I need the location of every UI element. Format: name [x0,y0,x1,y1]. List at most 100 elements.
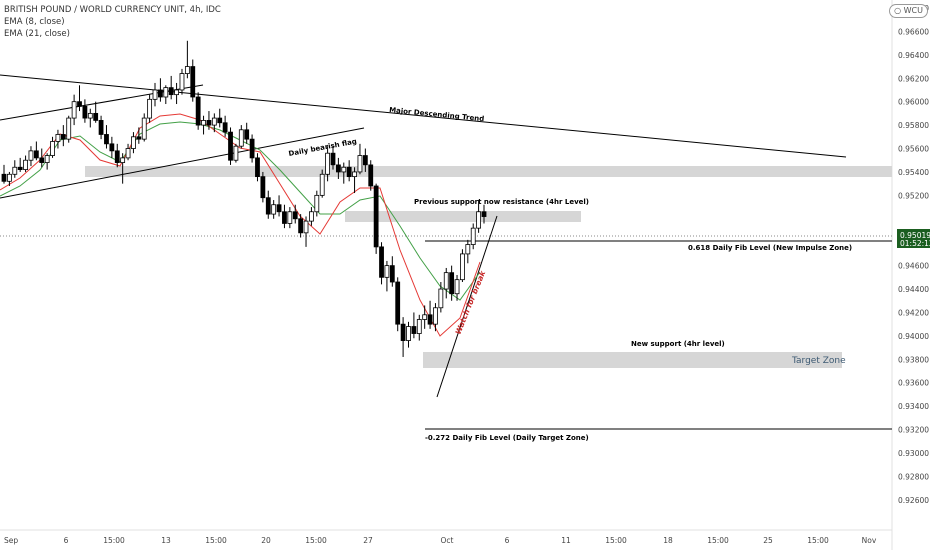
price-tick-label: 0.92600 [898,496,929,505]
ema-fast-legend: EMA (8, close) [4,17,65,27]
current-price-value: 0.95019 [900,231,931,240]
price-tick-label: 0.92800 [898,472,929,481]
candle [319,169,325,198]
candle-body [395,281,401,325]
candle [104,125,109,149]
candle [470,223,476,250]
candle-body [400,323,406,341]
previous-support-zone [345,211,581,222]
time-tick-label: 15:00 [605,536,627,545]
candle-body [335,164,341,173]
candle [438,282,444,313]
candle [249,134,255,163]
candle-body [211,117,217,126]
candle-body [443,272,449,290]
candle [476,200,482,233]
candle-body [104,134,109,145]
candle [400,317,406,357]
candle-body [362,155,368,166]
candle [109,136,115,158]
candle [158,78,163,102]
candle-series [1,40,487,357]
candle [427,300,433,329]
candle [217,108,223,128]
candle [184,40,190,79]
time-tick-label: 25 [763,536,773,545]
time-tick-label: 15:00 [305,536,327,545]
current-price-tag [897,229,930,248]
candle-body [50,141,55,156]
candle [362,148,368,172]
candle-body [352,171,357,178]
price-tick-label: 0.96200 [898,74,929,83]
candle-body [373,185,379,248]
candle [265,190,271,219]
candle [325,146,330,182]
candle [406,321,411,348]
candle [303,216,309,247]
price-axis[interactable]: 0.968000.966000.964000.962000.960000.958… [898,4,929,505]
flag-lower-line [0,127,365,199]
candle-body [190,66,196,98]
candle-body [255,157,260,178]
candle [379,242,384,285]
candle [335,157,341,179]
prev-support-label: Previous support now resistance (4hr Lev… [414,198,589,206]
candle [411,312,417,339]
candle-body [201,120,206,126]
candle [244,122,250,144]
candle-body [82,105,88,119]
candle [23,155,28,172]
candle [255,153,260,182]
circle-icon: ○ [894,6,902,15]
candle [60,125,66,147]
candle-body [384,265,390,278]
candle-body [265,197,271,215]
candle [206,111,212,130]
candle-body [276,204,282,213]
candle [6,171,12,186]
price-tick-label: 0.94600 [898,262,929,271]
candle [449,265,455,301]
candle-body [44,155,50,163]
new-support-zone [423,352,842,368]
candle-body [98,120,104,135]
candle [152,82,158,107]
candle-body [12,166,18,175]
candle-body [1,173,7,182]
major-trend-line [0,74,847,158]
candle [433,303,438,332]
candle-body [465,244,471,255]
candle-body [319,173,325,196]
candle-body [271,204,277,215]
candle [179,68,185,95]
candle-body [141,117,147,140]
symbol-badge-label: WCU [903,6,923,15]
upper-resistance-zone [85,166,892,177]
compare-symbol-badge[interactable]: ○ WCU [889,4,928,18]
candle-body [476,211,482,229]
candle-body [433,307,438,325]
candle [384,260,390,292]
break-trend-line [436,215,498,398]
candle [389,256,395,287]
ema-slow-legend: EMA (21, close) [4,29,70,39]
chart-legend: BRITISH POUND / WORLD CURRENCY UNIT, 4h,… [4,4,221,40]
price-tick-label: 0.96400 [898,51,929,60]
candle [233,143,239,163]
candle [346,160,352,182]
candle-body [77,101,82,107]
time-tick-label: Sep [4,536,18,545]
candle-body [249,138,255,159]
candle-body [303,220,309,234]
time-axis[interactable]: Sep 6 15:00 13 15:00 20 15:00 27 Oct 6 11 15:00 18 15… [4,536,877,545]
candle-body [28,150,34,161]
time-tick-label: 11 [561,536,571,545]
candle-body [168,87,174,96]
candle [357,143,363,175]
price-tick-label: 0.96000 [898,98,929,107]
candle [287,207,293,229]
candle-body [389,265,395,283]
candle-body [17,166,23,170]
